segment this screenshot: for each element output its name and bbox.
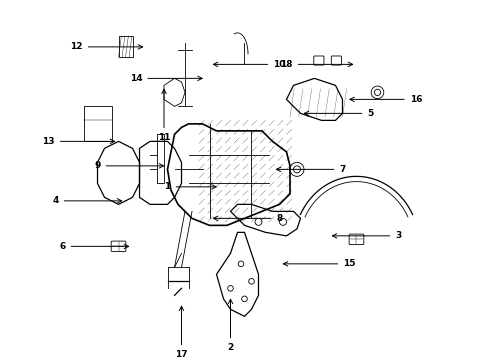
Text: 6: 6 [59,242,128,251]
Text: 5: 5 [304,109,373,118]
Text: 17: 17 [175,306,187,359]
Bar [118,36,132,57]
Text: 14: 14 [129,74,202,83]
Text: 4: 4 [52,196,122,205]
Text: 18: 18 [280,60,352,69]
Text: 10: 10 [213,60,285,69]
Text: 11: 11 [158,89,170,142]
Text: 15: 15 [283,259,355,268]
Text: 8: 8 [213,214,282,223]
Text: 3: 3 [332,231,401,240]
Text: 1: 1 [164,183,216,192]
Text: 2: 2 [227,299,233,352]
Text: 12: 12 [70,42,142,51]
Text: 7: 7 [276,165,345,174]
Text: 13: 13 [42,137,114,146]
Text: 16: 16 [349,95,421,104]
Bar [83,106,111,141]
Text: 9: 9 [94,161,163,170]
